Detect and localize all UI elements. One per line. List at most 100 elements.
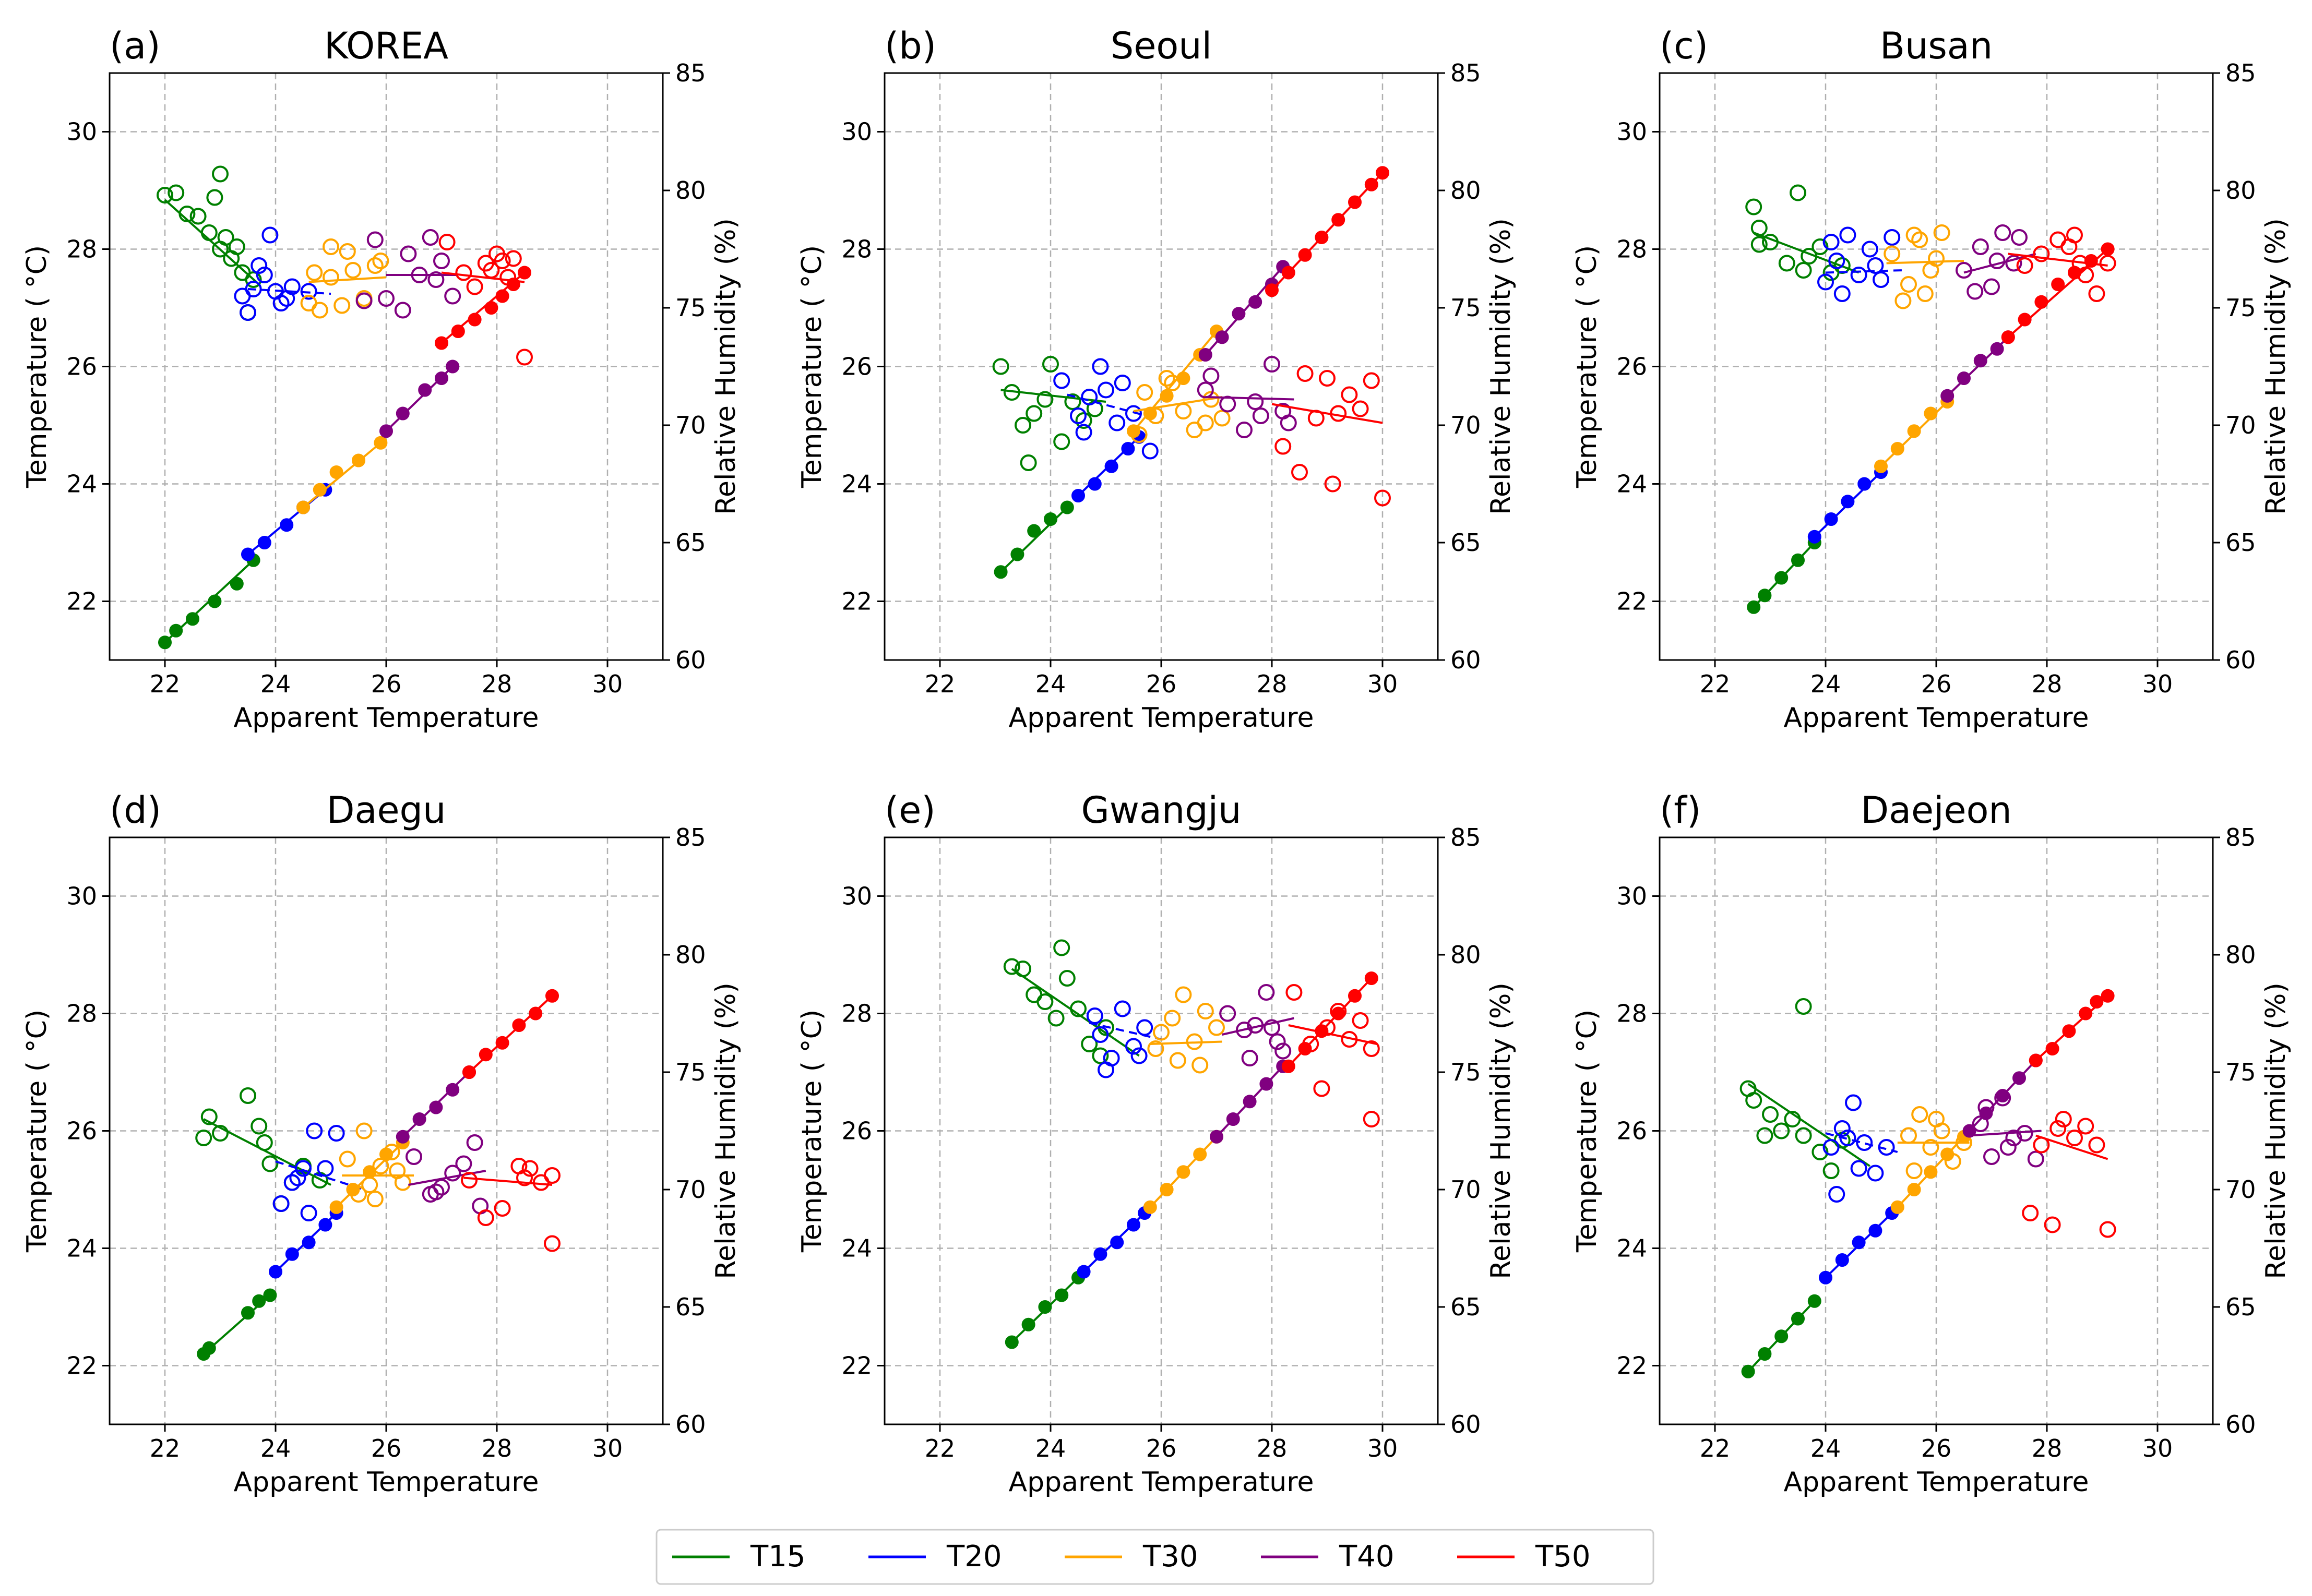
t50-rh-point (2099, 255, 2116, 272)
t50-rh-point (2088, 1136, 2105, 1154)
t15-rh-fit-line (203, 1118, 331, 1186)
t40-temp-point (396, 406, 410, 421)
t40-rh-point (1999, 1139, 2017, 1156)
t15-rh-point (200, 1108, 218, 1125)
x-tick-label: 28 (482, 670, 513, 698)
t40-rh-point (1219, 1005, 1236, 1022)
y2-tick-label: 70 (2225, 411, 2256, 439)
t40-temp-point (1259, 1077, 1273, 1091)
x-axis-label: Apparent Temperature (1009, 1467, 1314, 1498)
t50-temp-point (462, 1065, 476, 1079)
y-tick-label: 28 (1616, 235, 1647, 263)
t20-rh-fit-line (1825, 1132, 1898, 1153)
t50-rh-point (1363, 1111, 1380, 1127)
t20-rh-point (1053, 372, 1070, 389)
t30-temp-point (329, 1200, 343, 1214)
t50-rh-point (1330, 405, 1347, 422)
t50-rh-point (2022, 1205, 2039, 1221)
t15-rh-point (1795, 262, 1812, 279)
t30-rh-point (1186, 1033, 1203, 1050)
t30-rh-point (311, 302, 328, 319)
t15-rh-point (1042, 356, 1059, 373)
t50-temp-point (451, 325, 465, 338)
t50-rh-point (1352, 1012, 1369, 1029)
t20-rh-point (1817, 273, 1834, 291)
t15-rh-point (1036, 993, 1054, 1010)
x-tick-label: 22 (925, 670, 956, 698)
t50-temp-point (2101, 242, 2115, 256)
t30-temp-point (374, 436, 388, 450)
t40-rh-point (1219, 395, 1236, 413)
t15-temp-point (1055, 1288, 1069, 1302)
t20-temp-point (1093, 1247, 1107, 1261)
t15-temp-point (158, 635, 172, 650)
t40-rh-fit-line (1969, 1130, 2042, 1137)
y2-tick-label: 70 (675, 411, 706, 439)
x-tick-label: 28 (1257, 1434, 1288, 1462)
t15-rh-point (251, 1118, 268, 1135)
y-tick-label: 26 (66, 353, 97, 381)
t40-rh-point (1280, 414, 1297, 431)
y-tick-label: 30 (66, 882, 97, 910)
y-tick-label: 26 (841, 1117, 872, 1145)
t20-rh-point (328, 1125, 345, 1142)
t30-rh-point (1175, 986, 1192, 1003)
t20-temp-point (1127, 1218, 1140, 1232)
t50-temp-point (2034, 295, 2048, 309)
t15-temp-point (169, 623, 183, 638)
t15-rh-point (1745, 1092, 1762, 1109)
t50-temp-point (1281, 1059, 1295, 1073)
t20-rh-point (1092, 358, 1109, 375)
t30-rh-point (355, 1122, 373, 1139)
t40-rh-point (1977, 1099, 1995, 1116)
t15-rh-point (168, 184, 185, 201)
t30-rh-point (1884, 245, 1901, 262)
y-tick-label: 22 (841, 1352, 872, 1380)
t20-rh-point (1098, 381, 1114, 399)
y-tick-label: 30 (66, 118, 97, 146)
t20-rh-point (1114, 1000, 1131, 1017)
t20-rh-point (1878, 1139, 1895, 1156)
plot-data (1745, 184, 2116, 614)
t50-rh-point (2033, 245, 2050, 262)
t40-rh-point (1994, 224, 2011, 241)
t20-rh-point (1839, 226, 1856, 244)
t40-rh-point (1956, 262, 1972, 279)
t20-rh-point (289, 1169, 306, 1186)
x-tick-label: 30 (1367, 1434, 1398, 1462)
t20-rh-point (1861, 241, 1878, 258)
chart-panel-seoul: 22 24 26 28 30 22 24 26 28 30 60 65 70 75 80 85 Apparent… (796, 25, 1517, 734)
t40-rh-point (1258, 984, 1275, 1001)
t15-rh-point (1773, 1122, 1790, 1139)
t40-rh-point (1269, 1033, 1286, 1050)
t40-rh-fit-line (1222, 1017, 1294, 1036)
t15-temp-point (1791, 1312, 1805, 1326)
legend-frame (656, 1529, 1654, 1585)
y2-axis-label: Relative Humidity (%) (1485, 982, 1517, 1279)
t50-temp-point (435, 336, 448, 350)
t50-temp-point (1364, 177, 1378, 191)
y-tick-label: 30 (1616, 118, 1647, 146)
t30-rh-point (1197, 1003, 1214, 1019)
t20-rh-point (1092, 1026, 1109, 1043)
t15-rh-fit-line (1747, 1083, 1870, 1167)
t15-rh-point (261, 1155, 279, 1172)
y-tick-label: 28 (841, 1000, 872, 1028)
t40-rh-point (444, 287, 461, 305)
t20-rh-point (1845, 1094, 1862, 1111)
t30-rh-point (323, 238, 339, 255)
chart-panel-daejeon: 22 24 26 28 30 22 24 26 28 30 60 65 70 75 80 85 Apparent… (1571, 789, 2292, 1498)
legend-items: T15 T20 T30 T40 T50 (672, 1540, 1590, 1574)
t15-rh-point (1812, 238, 1829, 255)
t50-rh-fit-line (463, 1177, 553, 1186)
t30-rh-point (1169, 1052, 1186, 1069)
t30-temp-point (1874, 459, 1888, 473)
t50-temp-point (2045, 1042, 2059, 1055)
t50-rh-point (1319, 1019, 1336, 1036)
panel-title: Gwangju (1081, 789, 1241, 832)
t40-rh-point (466, 1134, 483, 1151)
t50-rh-point (516, 1169, 533, 1186)
x-tick-label: 26 (1146, 1434, 1177, 1462)
t30-rh-point (1153, 1024, 1170, 1041)
t30-temp-point (1176, 1165, 1190, 1179)
